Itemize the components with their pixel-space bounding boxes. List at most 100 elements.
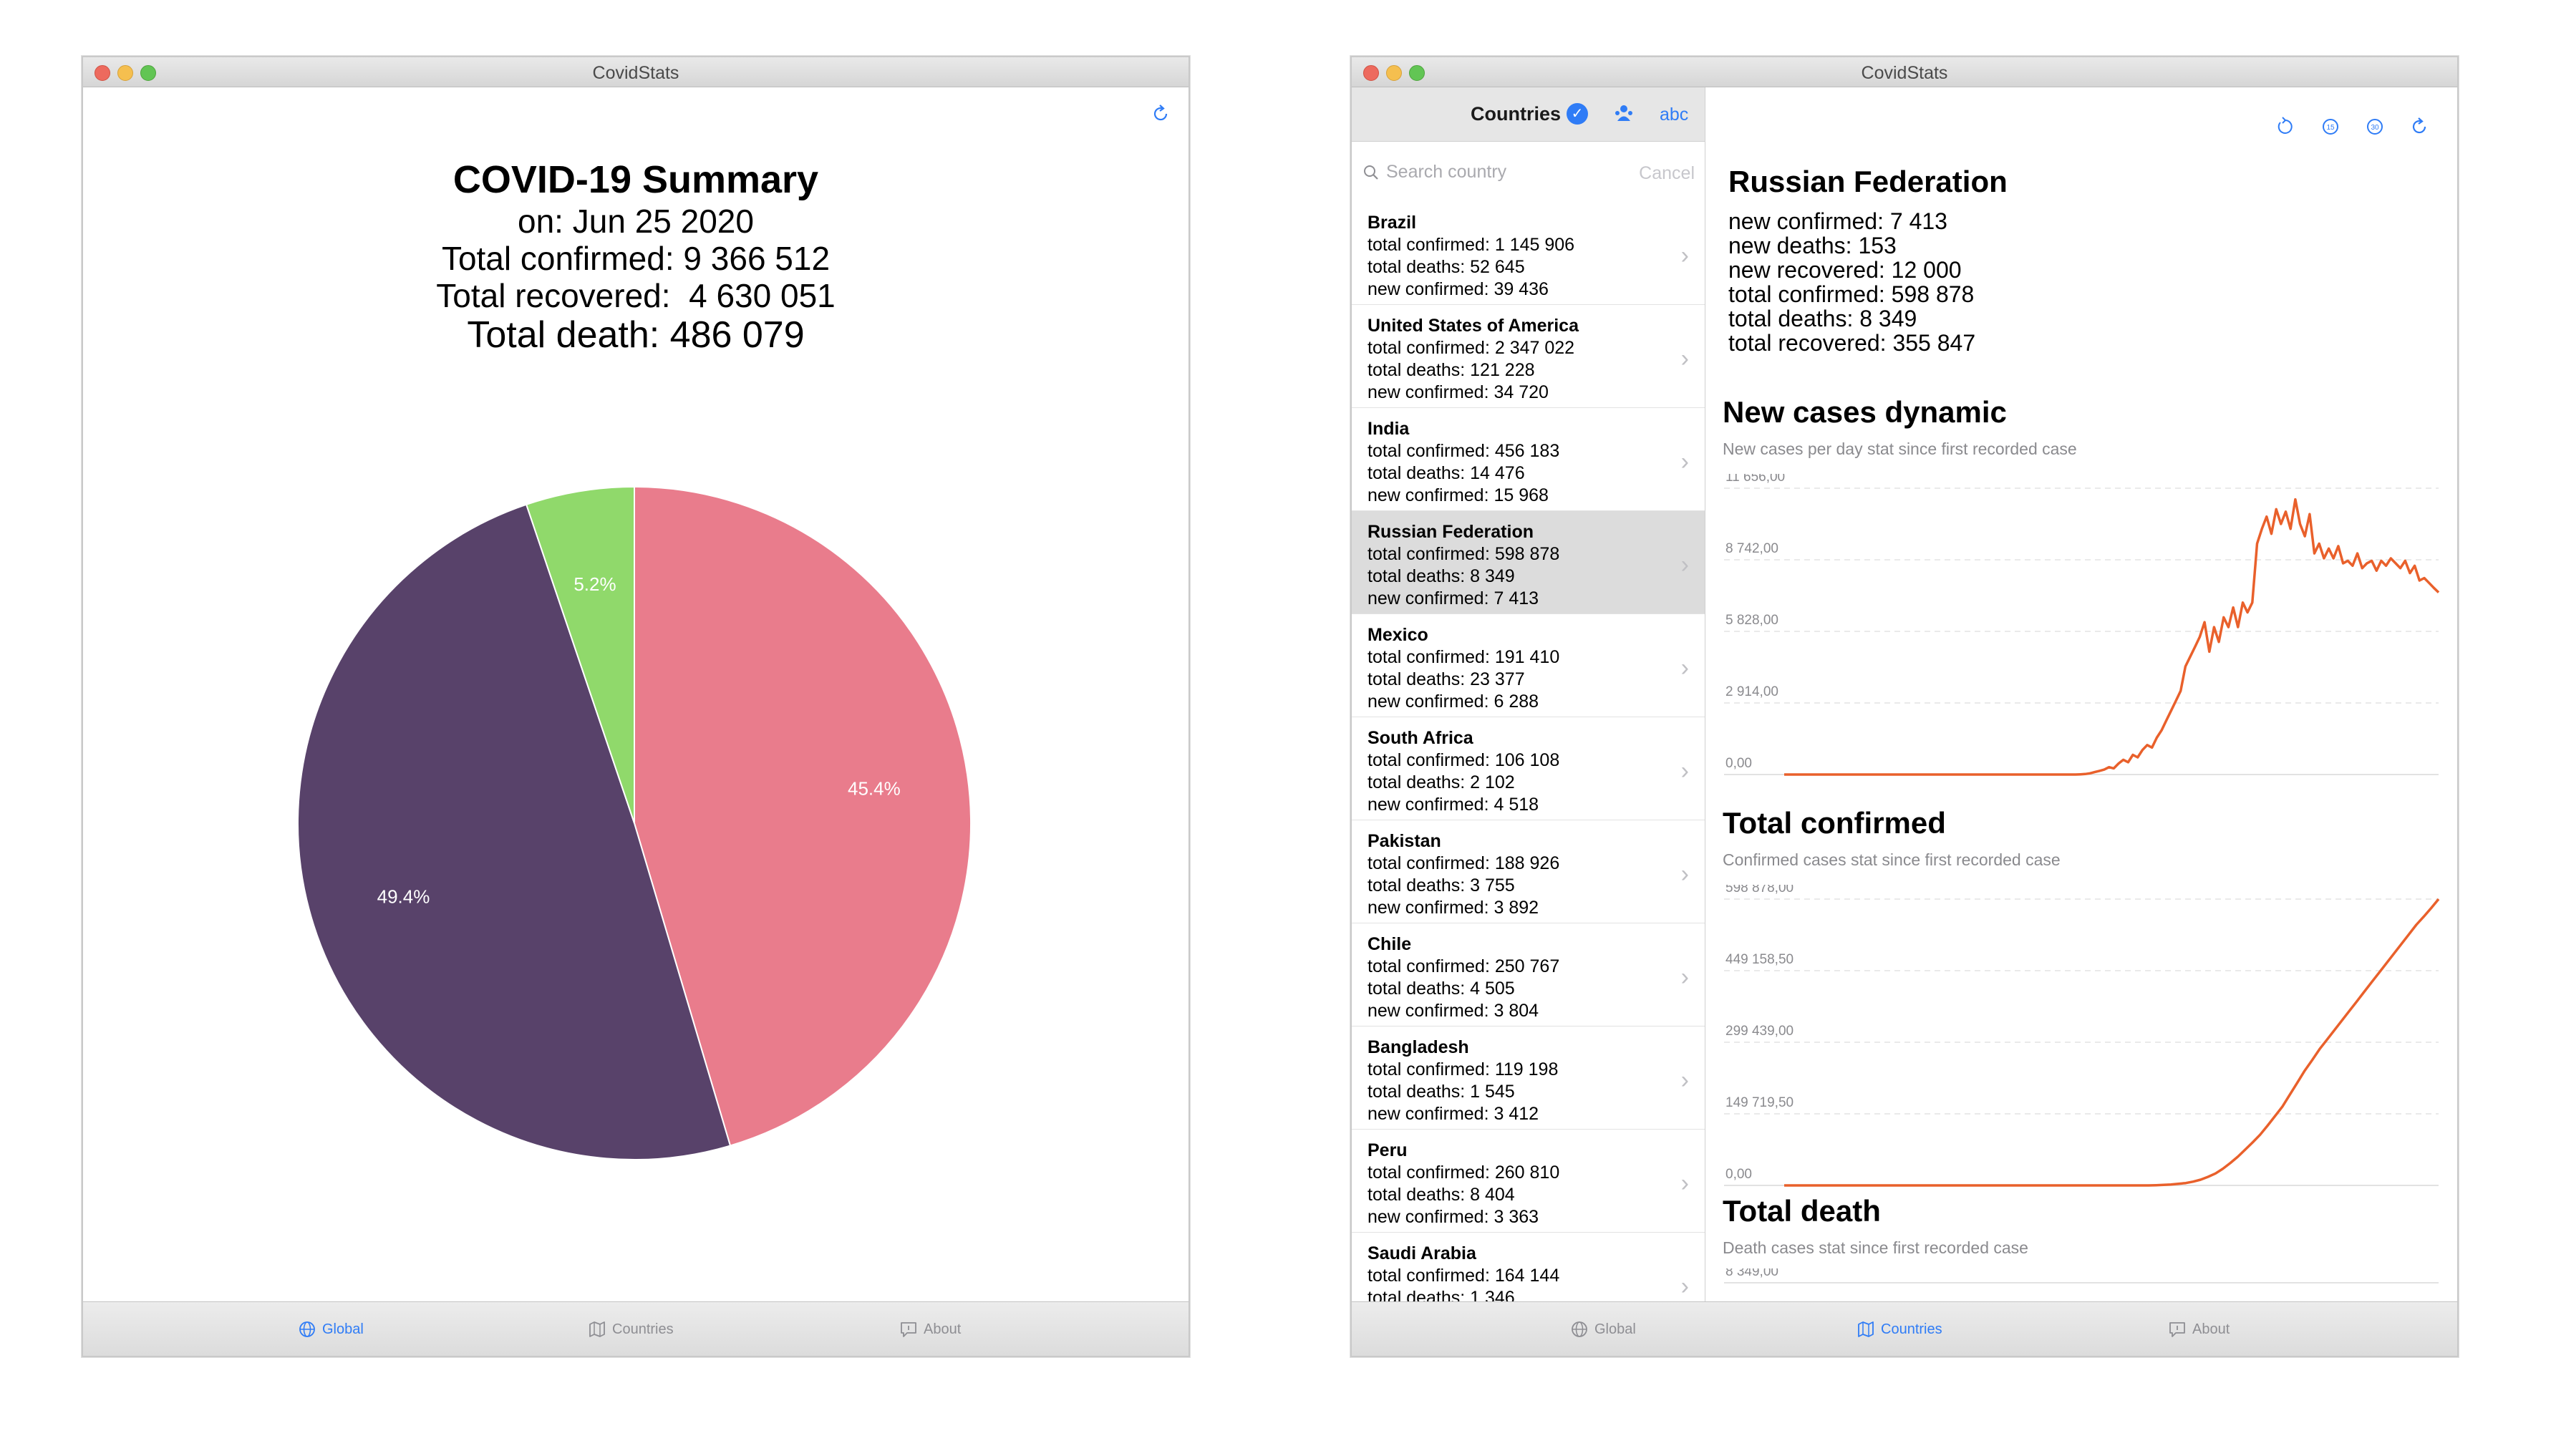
- tab-global[interactable]: Global: [298, 1318, 364, 1341]
- tab-countries[interactable]: Countries: [1857, 1318, 1942, 1341]
- y-tick-label: 598 878,00: [1725, 885, 1794, 896]
- total-death-subtitle: Death cases stat since first recorded ca…: [1723, 1238, 2028, 1257]
- new-cases-subtitle: New cases per day stat since first recor…: [1723, 440, 2077, 458]
- reset-icon[interactable]: [2275, 116, 2296, 137]
- country-name: Pakistan: [1368, 831, 1441, 851]
- tab-about[interactable]: About: [2168, 1318, 2230, 1341]
- stat-new-deaths: new deaths: 153: [1728, 233, 1897, 258]
- tab-about[interactable]: About: [899, 1318, 961, 1341]
- chevron-right-icon: ›: [1680, 242, 1689, 269]
- list-item-selected[interactable]: Russian Federation total confirmed: 598 …: [1352, 511, 1705, 614]
- country-total-deaths: total deaths: 23 377: [1368, 669, 1525, 689]
- tab-about-label: About: [2192, 1321, 2230, 1337]
- window-title: CovidStats: [1861, 63, 1948, 83]
- country-name: United States of America: [1368, 316, 1579, 336]
- chevron-right-icon: ›: [1680, 551, 1689, 578]
- skip-15-icon[interactable]: 15: [2320, 116, 2341, 137]
- minimize-window-button[interactable]: [1386, 65, 1402, 81]
- list-item[interactable]: Chile total confirmed: 250 767 total dea…: [1352, 923, 1705, 1027]
- country-total-deaths: total deaths: 2 102: [1368, 772, 1515, 792]
- country-title: Russian Federation: [1728, 165, 2008, 198]
- country-name: India: [1368, 419, 1410, 439]
- list-item[interactable]: Mexico total confirmed: 191 410 total de…: [1352, 614, 1705, 717]
- country-total-confirmed: total confirmed: 106 108: [1368, 750, 1560, 770]
- tab-global[interactable]: Global: [1570, 1318, 1636, 1341]
- summary-death: Total death: 486 079: [467, 314, 805, 356]
- country-new-confirmed: new confirmed: 6 288: [1368, 691, 1539, 712]
- country-new-confirmed: new confirmed: 15 968: [1368, 485, 1549, 505]
- close-window-button[interactable]: [1363, 65, 1379, 81]
- pie-slice: [525, 487, 635, 824]
- country-name: Peru: [1368, 1140, 1408, 1160]
- map-icon: [1858, 1321, 1874, 1337]
- tab-bar: Global Countries About: [1352, 1301, 2457, 1356]
- summary-title: COVID-19 Summary: [452, 158, 819, 201]
- close-window-button[interactable]: [95, 65, 110, 81]
- summary-recovered: Total recovered: 4 630 051: [436, 277, 836, 314]
- chevron-right-icon: ›: [1680, 448, 1689, 475]
- zoom-window-button[interactable]: [1409, 65, 1425, 81]
- chevron-right-icon: ›: [1680, 757, 1689, 785]
- total-death-title: Total death: [1723, 1194, 1881, 1228]
- zoom-window-button[interactable]: [140, 65, 156, 81]
- pie-slice: [298, 503, 732, 1160]
- country-new-confirmed: new confirmed: 34 720: [1368, 382, 1549, 402]
- country-stats: new confirmed: 7 413 new deaths: 153 new…: [1728, 209, 1975, 355]
- country-new-confirmed: new confirmed: 7 413: [1368, 588, 1539, 608]
- country-total-deaths: total deaths: 8 349: [1368, 566, 1515, 586]
- total-confirmed-chart: 0,00 149 719,50 299 439,00 449 158,50 598 87…: [1724, 885, 2440, 1187]
- list-item[interactable]: Bangladesh total confirmed: 119 198 tota…: [1352, 1027, 1705, 1130]
- y-tick-label: 5 828,00: [1725, 613, 1778, 628]
- refresh-icon[interactable]: [1150, 103, 1171, 125]
- chevron-right-icon: ›: [1680, 1170, 1689, 1197]
- refresh-icon[interactable]: [2409, 116, 2430, 137]
- country-total-confirmed: total confirmed: 188 926: [1368, 853, 1560, 873]
- y-tick-label: 0,00: [1725, 756, 1752, 771]
- country-new-confirmed: new confirmed: 3 804: [1368, 1001, 1539, 1021]
- y-tick-label: 449 158,50: [1725, 952, 1794, 967]
- minimize-window-button[interactable]: [117, 65, 133, 81]
- list-item[interactable]: United States of America total confirmed…: [1352, 305, 1705, 408]
- map-icon: [589, 1321, 605, 1337]
- sort-alphabetical-button[interactable]: abc: [1660, 105, 1689, 125]
- skip-30-icon[interactable]: 30: [2364, 116, 2386, 137]
- country-total-confirmed: total confirmed: 260 810: [1368, 1163, 1560, 1183]
- list-item[interactable]: Saudi Arabia total confirmed: 164 144 to…: [1352, 1233, 1705, 1301]
- search-input[interactable]: [1386, 157, 1622, 186]
- stat-new-recovered: new recovered: 12 000: [1728, 257, 1962, 283]
- title-bar: CovidStats: [1352, 57, 2457, 87]
- stat-total-recovered: total recovered: 355 847: [1728, 330, 1976, 356]
- total-death-chart: 8 349,00: [1724, 1268, 2439, 1283]
- svg-text:30: 30: [2371, 124, 2379, 132]
- people-sort-icon[interactable]: [1612, 102, 1636, 126]
- country-total-deaths: total deaths: 8 404: [1368, 1185, 1515, 1205]
- chevron-right-icon: ›: [1680, 1067, 1689, 1094]
- checkmark-icon[interactable]: ✓: [1567, 103, 1588, 125]
- list-item[interactable]: India total confirmed: 456 183 total dea…: [1352, 408, 1705, 511]
- pie-slice-label: 49.4%: [377, 886, 430, 908]
- country-total-confirmed: total confirmed: 1 145 906: [1368, 235, 1575, 255]
- summary-date: on: Jun 25 2020: [518, 203, 754, 240]
- search-cancel-button[interactable]: Cancel: [1639, 163, 1695, 183]
- country-name: Brazil: [1368, 213, 1417, 233]
- list-item[interactable]: Brazil total confirmed: 1 145 906 total …: [1352, 202, 1705, 305]
- tab-countries-label: Countries: [1881, 1321, 1942, 1337]
- total-confirmed-title: Total confirmed: [1723, 806, 1946, 840]
- list-item[interactable]: South Africa total confirmed: 106 108 to…: [1352, 717, 1705, 820]
- country-name: Bangladesh: [1368, 1037, 1469, 1057]
- tab-bar: Global Countries About: [83, 1301, 1189, 1356]
- country-total-confirmed: total confirmed: 2 347 022: [1368, 338, 1575, 358]
- country-total-deaths: total deaths: 4 505: [1368, 979, 1515, 999]
- tab-countries[interactable]: Countries: [588, 1318, 674, 1341]
- search-icon: [1364, 165, 1378, 180]
- country-total-confirmed: total confirmed: 250 767: [1368, 956, 1560, 976]
- summary-confirmed: Total confirmed: 9 366 512: [441, 240, 831, 277]
- chevron-right-icon: ›: [1680, 654, 1689, 681]
- tab-about-label: About: [924, 1321, 962, 1337]
- country-name: Saudi Arabia: [1368, 1243, 1476, 1263]
- list-item[interactable]: Pakistan total confirmed: 188 926 total …: [1352, 820, 1705, 923]
- stat-new-confirmed: new confirmed: 7 413: [1728, 208, 1947, 234]
- countries-window: CovidStats Countries ✓ abc Cancel Brazil: [1350, 56, 2459, 1357]
- window-title: CovidStats: [592, 63, 679, 83]
- list-item[interactable]: Peru total confirmed: 260 810 total deat…: [1352, 1130, 1705, 1233]
